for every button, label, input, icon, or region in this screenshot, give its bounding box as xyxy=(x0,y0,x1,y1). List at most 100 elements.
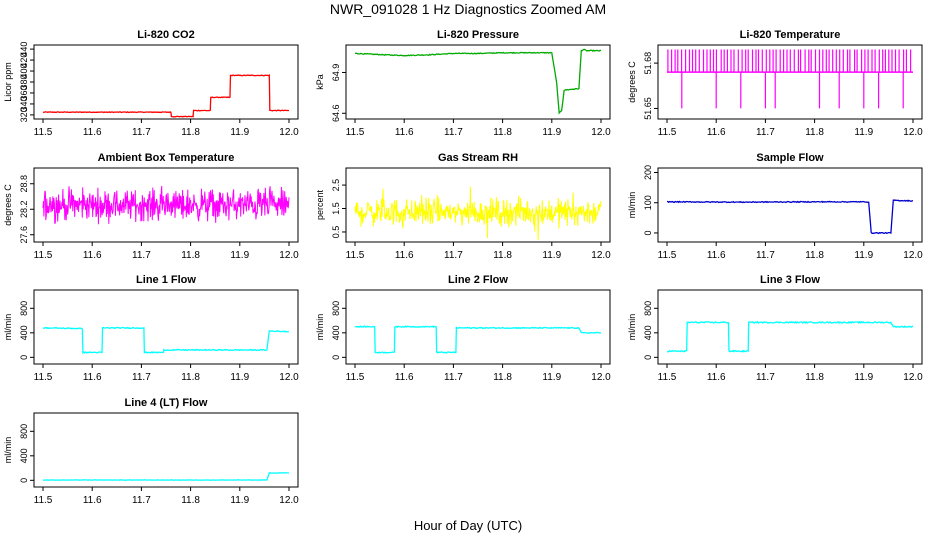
chart-panel: Line 4 (LT) Flow ml/min 11.5 11.6 11.7 11.8 11… xyxy=(3,397,299,506)
data-layer xyxy=(42,74,289,118)
x-tick-label: 11.9 xyxy=(542,372,561,383)
x-tick-label: 11.5 xyxy=(346,372,365,383)
series-line xyxy=(354,186,602,241)
y-tick-label: 420 xyxy=(19,53,29,68)
data-layer xyxy=(354,48,602,115)
series-line xyxy=(667,199,914,235)
x-tick-label: 11.9 xyxy=(230,250,249,261)
chart-title: Gas Stream RH xyxy=(438,152,518,164)
plot-frame xyxy=(345,44,611,120)
x-tick-label: 12.0 xyxy=(591,250,611,261)
y-axis-label: degrees C xyxy=(627,61,637,103)
x-tick-label: 11.7 xyxy=(444,127,463,138)
plot-frame xyxy=(33,289,299,365)
chart-title: Li-820 Pressure xyxy=(437,29,519,41)
data-layer xyxy=(667,199,914,235)
x-tick-label: 11.6 xyxy=(707,372,726,383)
y-tick-label: 100 xyxy=(643,195,653,210)
x-tick-label: 11.6 xyxy=(395,250,414,261)
chart-title: Sample Flow xyxy=(756,152,824,164)
y-axis-label: ml/min xyxy=(3,437,13,464)
x-tick-label: 11.9 xyxy=(542,250,561,261)
x-tick-label: 12.0 xyxy=(591,372,611,383)
x-tick-label: 12.0 xyxy=(903,372,923,383)
chart-panel: Li-820 Temperature degrees C 11.5 11.6 11.7 1… xyxy=(627,29,923,138)
y-tick-label: 0.5 xyxy=(331,226,341,239)
series-line xyxy=(42,74,289,118)
data-layer xyxy=(43,326,289,355)
y-tick-label: 0 xyxy=(643,230,653,235)
plot-frame xyxy=(345,167,611,243)
x-tick-label: 11.9 xyxy=(854,250,873,261)
x-tick-label: 11.6 xyxy=(83,127,102,138)
plot-frame xyxy=(657,167,923,243)
plot-frame xyxy=(33,167,299,243)
plot-frame xyxy=(345,289,611,365)
x-tick-label: 11.5 xyxy=(658,372,677,383)
y-axis-label: ml/min xyxy=(3,314,13,341)
y-tick-label: 440 xyxy=(19,42,29,57)
x-tick-label: 11.8 xyxy=(181,372,200,383)
x-tick-label: 11.6 xyxy=(707,127,726,138)
data-layer xyxy=(354,186,602,241)
x-tick-label: 11.7 xyxy=(444,372,463,383)
chart-panel: Sample Flow ml/min 11.5 11.6 11.7 11.8 11.9 12.… xyxy=(627,152,923,261)
plot-frame xyxy=(657,289,923,365)
x-tick-label: 11.9 xyxy=(230,127,249,138)
y-tick-label: 0 xyxy=(331,355,341,360)
x-tick-label: 12.0 xyxy=(279,250,299,261)
chart-title: Line 3 Flow xyxy=(760,274,820,286)
y-tick-label: 27.6 xyxy=(19,226,29,244)
x-tick-label: 11.7 xyxy=(756,372,775,383)
x-tick-label: 11.7 xyxy=(756,250,775,261)
x-tick-label: 11.9 xyxy=(854,372,873,383)
chart-title: Li-820 Temperature xyxy=(740,29,841,41)
y-tick-label: 0 xyxy=(643,355,653,360)
y-tick-label: 360 xyxy=(19,85,29,100)
series-spikes-up xyxy=(667,49,912,73)
x-tick-label: 12.0 xyxy=(279,127,299,138)
x-tick-label: 11.7 xyxy=(132,250,151,261)
y-tick-label: 400 xyxy=(19,448,29,463)
figure-title: NWR_091028 1 Hz Diagnostics Zoomed AM xyxy=(329,1,607,17)
y-tick-label: 340 xyxy=(19,96,29,111)
y-tick-label: 400 xyxy=(643,325,653,340)
y-axis-label: ml/min xyxy=(627,192,637,219)
chart-panel: Line 1 Flow ml/min 11.5 11.6 11.7 11.8 11.9 12.… xyxy=(3,274,299,383)
x-tick-label: 11.5 xyxy=(658,127,677,138)
chart-title: Ambient Box Temperature xyxy=(98,152,235,164)
x-tick-label: 11.9 xyxy=(542,127,561,138)
chart-title: Line 2 Flow xyxy=(448,274,508,286)
series-line xyxy=(42,186,290,225)
series-spikes-down xyxy=(681,72,904,109)
x-tick-label: 11.9 xyxy=(854,127,873,138)
y-tick-label: 800 xyxy=(643,301,653,316)
y-axis-label: Licor ppm xyxy=(3,62,13,102)
y-axis-label: ml/min xyxy=(315,314,325,341)
data-layer xyxy=(42,472,289,481)
y-tick-label: 320 xyxy=(19,107,29,122)
chart-panel: Li-820 CO2 Licor ppm 11.5 11.6 11.7 11.8 11.9 1… xyxy=(3,29,299,138)
x-tick-label: 11.8 xyxy=(493,372,512,383)
y-axis-label: ml/min xyxy=(627,314,637,341)
x-tick-label: 11.5 xyxy=(34,372,53,383)
x-tick-label: 11.8 xyxy=(805,250,824,261)
series-line xyxy=(354,325,602,354)
x-tick-label: 11.8 xyxy=(493,250,512,261)
x-tick-label: 11.5 xyxy=(34,127,53,138)
x-tick-label: 11.5 xyxy=(34,250,53,261)
plot-frame xyxy=(33,412,299,488)
x-tick-label: 11.8 xyxy=(181,127,200,138)
y-axis-label: kPa xyxy=(315,74,325,90)
x-tick-label: 12.0 xyxy=(279,495,299,506)
x-tick-label: 11.6 xyxy=(83,495,102,506)
y-tick-label: 400 xyxy=(19,64,29,79)
x-tick-label: 11.5 xyxy=(658,250,677,261)
x-tick-label: 11.6 xyxy=(83,250,102,261)
series-line xyxy=(666,320,914,353)
x-tick-label: 11.7 xyxy=(756,127,775,138)
y-tick-label: 64.6 xyxy=(331,105,341,123)
data-layer xyxy=(354,325,602,354)
x-tick-label: 12.0 xyxy=(591,127,611,138)
